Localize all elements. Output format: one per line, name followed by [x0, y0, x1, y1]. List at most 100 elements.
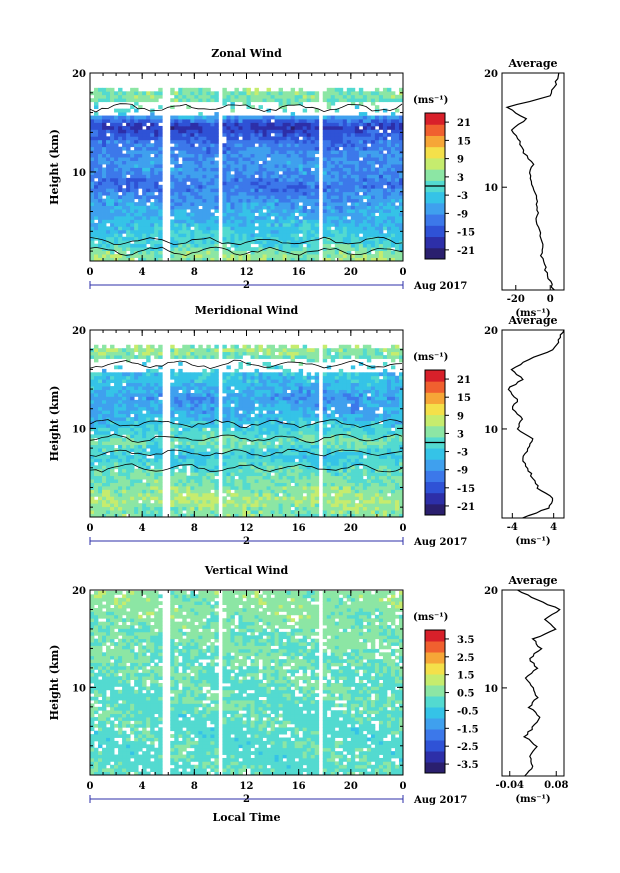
- field-cell: [94, 146, 99, 151]
- field-cell: [294, 122, 300, 127]
- field-cell: [186, 454, 191, 459]
- field-cell: [330, 136, 336, 141]
- field-cell: [122, 153, 127, 158]
- field-cell: [230, 486, 235, 490]
- field-cell: [338, 209, 344, 213]
- field-cell: [234, 468, 239, 473]
- field-cell: [382, 219, 388, 224]
- field-cell: [174, 430, 179, 435]
- field-cell: [110, 379, 115, 384]
- field-cell: [202, 420, 207, 425]
- field-cell: [158, 136, 163, 141]
- field-cell: [118, 444, 123, 449]
- field-cell: [254, 188, 259, 193]
- field-cell: [274, 233, 279, 238]
- field-cell: [138, 355, 143, 359]
- field-cell: [254, 157, 259, 161]
- field-cell: [390, 143, 396, 148]
- field-cell: [138, 254, 143, 258]
- field-cell: [134, 125, 139, 130]
- field-cell: [250, 164, 255, 168]
- field-cell: [370, 153, 376, 158]
- field-cell: [94, 458, 99, 463]
- field-cell: [94, 247, 99, 252]
- field-cell: [242, 129, 247, 134]
- field-cell: [270, 153, 275, 158]
- field-cell: [370, 243, 376, 248]
- field-cell: [250, 240, 255, 245]
- field-cell: [174, 423, 179, 428]
- field-cell: [158, 243, 163, 248]
- field-cell: [150, 448, 155, 452]
- field-cell: [154, 506, 159, 511]
- field-cell: [366, 181, 372, 186]
- field-cell: [310, 215, 316, 220]
- field-cell: [334, 157, 340, 161]
- field-cell: [354, 229, 360, 234]
- field-cell: [214, 229, 219, 234]
- field-cell: [342, 132, 348, 137]
- field-cell: [158, 503, 163, 508]
- field-cell: [222, 499, 227, 504]
- field-cell: [366, 91, 372, 96]
- field-cell: [342, 98, 348, 103]
- field-cell: [158, 496, 163, 501]
- field-cell: [278, 215, 284, 220]
- field-cell: [98, 177, 103, 182]
- field-cell: [210, 389, 215, 394]
- field-cell: [226, 492, 231, 497]
- field-cell: [114, 430, 119, 435]
- field-cell: [114, 392, 119, 397]
- field-cell: [346, 205, 352, 210]
- field-cell: [246, 143, 251, 148]
- field-cell: [146, 215, 151, 220]
- field-cell: [178, 129, 183, 134]
- field-cell: [202, 430, 207, 435]
- field-cell: [134, 184, 139, 189]
- field-cell: [186, 240, 191, 245]
- field-cell: [118, 115, 123, 120]
- field-cell: [242, 132, 247, 137]
- field-cell: [378, 191, 384, 196]
- field-cell: [210, 229, 215, 234]
- field-cell: [370, 122, 376, 127]
- field-cell: [326, 243, 332, 248]
- field-cell: [206, 437, 211, 442]
- field-cell: [154, 136, 159, 141]
- field-cell: [214, 454, 219, 459]
- field-cell: [302, 108, 308, 113]
- field-cell: [154, 510, 159, 514]
- field-cell: [146, 348, 151, 353]
- field-cell: [90, 184, 95, 189]
- field-cell: [374, 215, 380, 220]
- field-cell: [202, 506, 207, 511]
- field-cell: [90, 468, 95, 473]
- field-cell: [346, 177, 352, 182]
- field-cell: [314, 195, 320, 200]
- field-cell: [138, 448, 143, 452]
- field-cell: [190, 181, 195, 186]
- field-cell: [182, 229, 187, 234]
- field-cell: [382, 205, 388, 210]
- field-cell: [138, 461, 143, 466]
- field-cell: [374, 240, 380, 245]
- field-cell: [358, 195, 364, 200]
- field-cell: [126, 351, 131, 356]
- field-cell: [214, 243, 219, 248]
- field-cell: [186, 243, 191, 248]
- field-cell: [230, 240, 235, 245]
- field-cell: [398, 222, 404, 227]
- field-cell: [358, 87, 364, 92]
- field-cell: [94, 132, 99, 137]
- field-cell: [110, 475, 115, 480]
- field-cell: [154, 496, 159, 501]
- field-cell: [386, 122, 392, 127]
- field-cell: [234, 132, 239, 137]
- field-cell: [106, 348, 111, 353]
- field-cell: [158, 448, 163, 452]
- field-cell: [138, 129, 143, 134]
- field-cell: [154, 372, 159, 377]
- field-cell: [250, 247, 255, 252]
